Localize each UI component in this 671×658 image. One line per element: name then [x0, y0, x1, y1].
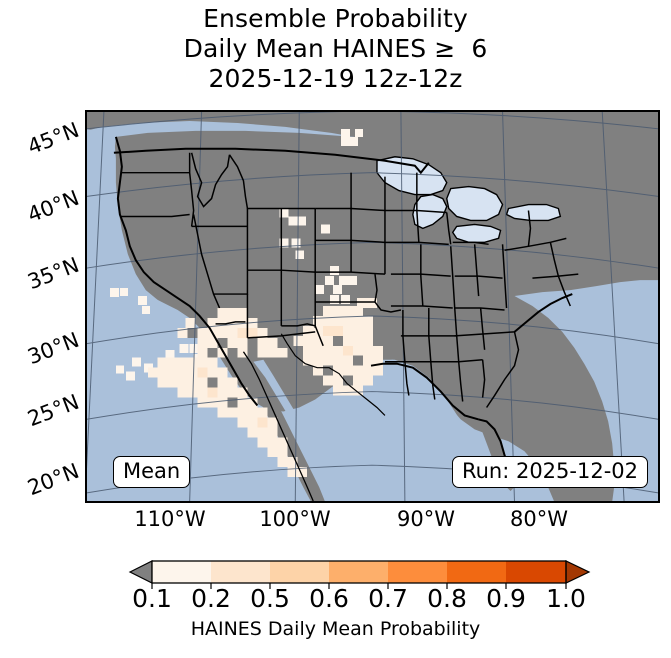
lon-tick-100w: 100°W [259, 507, 331, 531]
colorbar-swatches [128, 560, 591, 589]
cbar-tick-1: 0.2 [191, 584, 231, 613]
colorbar: 0.1 0.2 0.5 0.6 0.7 0.8 0.9 1.0 HAINES D… [0, 556, 671, 658]
colorbar-axis-label: HAINES Daily Mean Probability [190, 618, 481, 640]
cbar-tick-7: 1.0 [546, 584, 586, 613]
colorbar-over-arrow [565, 560, 591, 584]
cbar-tick-5: 0.8 [427, 584, 467, 613]
pacific-ocean [86, 128, 258, 502]
title-line-1: Ensemble Probability [203, 4, 468, 33]
lat-tick-45n: 45°N [24, 117, 83, 160]
cbar-tick-6: 0.9 [486, 584, 526, 613]
state-borders [113, 136, 579, 502]
colorbar-tick-labels: 0.1 0.2 0.5 0.6 0.7 0.8 0.9 1.0 [0, 584, 671, 616]
cbar-tick-3: 0.6 [309, 584, 349, 613]
title-line-2: Daily Mean HAINES ≥ 6 [183, 34, 488, 63]
great-lakes [376, 156, 562, 244]
cbar-tick-0: 0.1 [132, 584, 172, 613]
page-title: Ensemble Probability Daily Mean HAINES ≥… [0, 4, 671, 94]
lat-tick-35n: 35°N [24, 252, 83, 295]
colorbar-ticks [151, 583, 567, 589]
lon-tick-110w: 110°W [134, 507, 206, 531]
atlantic-ocean [514, 280, 659, 502]
lat-tick-40n: 40°N [24, 185, 83, 228]
cbar-tick-2: 0.5 [250, 584, 290, 613]
canada-landmass [86, 111, 659, 261]
gulf-of-california [253, 359, 338, 498]
title-line-3: 2025-12-19 12z-12z [208, 64, 463, 93]
lon-tick-90w: 90°W [397, 507, 455, 531]
lon-tick-80w: 80°W [510, 507, 568, 531]
mean-annotation-box: Mean [113, 456, 191, 489]
run-annotation-box: Run: 2025-12-02 [451, 456, 648, 489]
colorbar-outline [151, 560, 567, 584]
colorbar-segments [152, 561, 566, 583]
map-canvas [86, 111, 659, 502]
lat-tick-30n: 30°N [24, 327, 83, 370]
lat-tick-20n: 20°N [24, 458, 83, 501]
graticule [86, 111, 659, 502]
map-plot-area: Mean Run: 2025-12-02 [85, 110, 660, 503]
colorbar-under-arrow [128, 560, 153, 584]
probability-cells [109, 128, 383, 478]
cbar-tick-4: 0.7 [368, 584, 408, 613]
lat-tick-25n: 25°N [24, 389, 83, 432]
